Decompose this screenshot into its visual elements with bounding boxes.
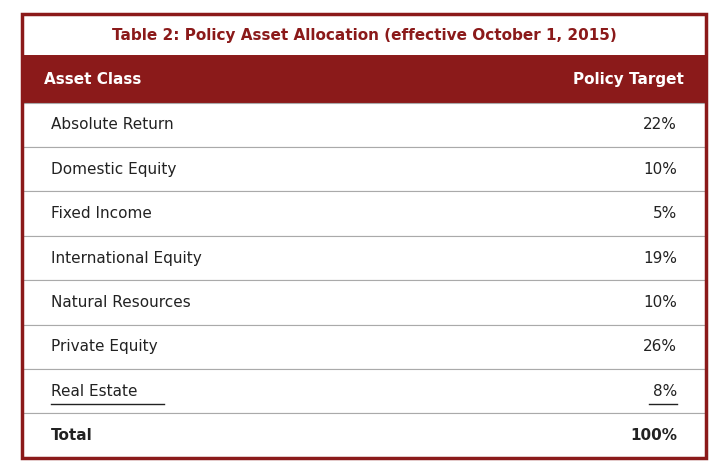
FancyBboxPatch shape	[22, 147, 706, 191]
FancyBboxPatch shape	[22, 14, 706, 56]
Text: 100%: 100%	[630, 428, 677, 443]
Text: Policy Target: Policy Target	[574, 72, 684, 87]
Text: Real Estate: Real Estate	[51, 383, 138, 399]
Text: Total: Total	[51, 428, 92, 443]
FancyBboxPatch shape	[22, 103, 706, 147]
Text: International Equity: International Equity	[51, 250, 202, 266]
Text: 10%: 10%	[643, 162, 677, 177]
FancyBboxPatch shape	[22, 56, 706, 103]
FancyBboxPatch shape	[22, 369, 706, 413]
FancyBboxPatch shape	[22, 413, 706, 458]
FancyBboxPatch shape	[22, 191, 706, 236]
FancyBboxPatch shape	[22, 280, 706, 325]
Text: 10%: 10%	[643, 295, 677, 310]
Text: 19%: 19%	[643, 250, 677, 266]
Text: Asset Class: Asset Class	[44, 72, 141, 87]
Text: Natural Resources: Natural Resources	[51, 295, 191, 310]
Text: Table 2: Policy Asset Allocation (effective October 1, 2015): Table 2: Policy Asset Allocation (effect…	[111, 28, 617, 42]
Text: Private Equity: Private Equity	[51, 339, 157, 354]
Text: 26%: 26%	[643, 339, 677, 354]
Text: 5%: 5%	[653, 206, 677, 221]
Text: Domestic Equity: Domestic Equity	[51, 162, 176, 177]
FancyBboxPatch shape	[22, 325, 706, 369]
Text: Absolute Return: Absolute Return	[51, 117, 173, 133]
Text: 22%: 22%	[643, 117, 677, 133]
Text: 8%: 8%	[653, 383, 677, 399]
Text: Fixed Income: Fixed Income	[51, 206, 152, 221]
FancyBboxPatch shape	[22, 236, 706, 280]
